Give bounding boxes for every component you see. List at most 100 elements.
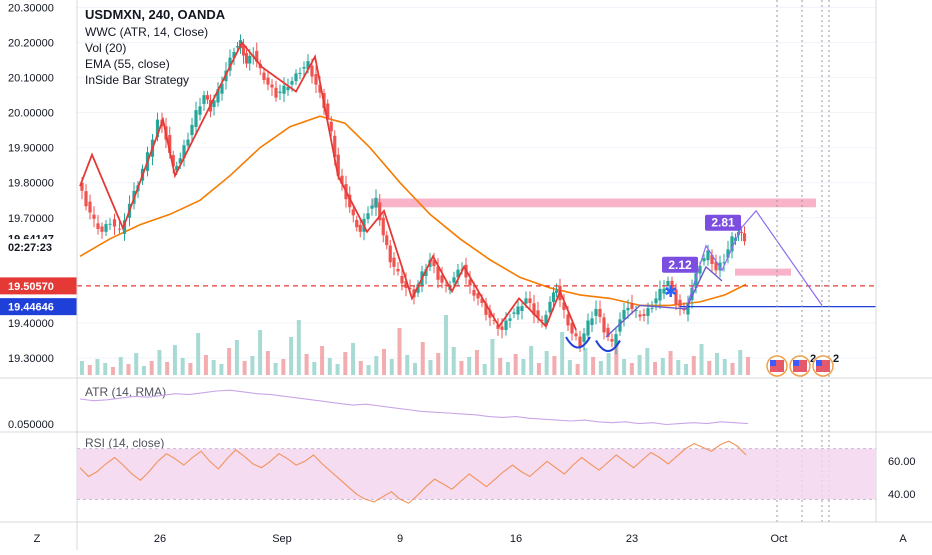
candle-body[interactable]	[540, 319, 544, 321]
candle-body[interactable]	[171, 155, 175, 167]
candle-body[interactable]	[598, 308, 602, 317]
candle-body[interactable]	[528, 298, 532, 303]
candle-body[interactable]	[392, 257, 396, 267]
candle-body[interactable]	[232, 52, 236, 58]
candle-body[interactable]	[314, 74, 318, 85]
candle-body[interactable]	[650, 307, 654, 309]
candle-body[interactable]	[385, 235, 389, 246]
candle-body[interactable]	[570, 322, 574, 334]
candle-body[interactable]	[524, 298, 528, 304]
candle-body[interactable]	[178, 158, 182, 164]
legend-line-vol[interactable]: Vol (20)	[85, 41, 126, 55]
candle-body[interactable]	[408, 287, 412, 289]
candle-body[interactable]	[378, 202, 382, 221]
candle-body[interactable]	[710, 254, 714, 265]
candle-body[interactable]	[168, 135, 172, 153]
candle-body[interactable]	[274, 87, 278, 98]
candle-body[interactable]	[554, 290, 559, 293]
candle-body[interactable]	[714, 261, 718, 271]
candle-body[interactable]	[566, 314, 570, 326]
candle-body[interactable]	[590, 318, 594, 326]
candle-body[interactable]	[282, 85, 286, 94]
candle-body[interactable]	[190, 124, 194, 136]
candle-body[interactable]	[326, 103, 330, 120]
time-axis[interactable]: Z 26 Sep 9 16 23 Oct A	[34, 533, 908, 545]
candle-body[interactable]	[333, 135, 337, 158]
candle-body[interactable]	[262, 72, 266, 81]
candle-body[interactable]	[400, 275, 404, 284]
candle-body[interactable]	[358, 224, 362, 232]
rsi-pane-label[interactable]: RSI (14, close)	[85, 436, 164, 450]
candle-body[interactable]	[248, 55, 252, 64]
candle-body[interactable]	[374, 197, 378, 208]
candle-body[interactable]	[416, 284, 420, 293]
candle-body[interactable]	[476, 293, 480, 299]
candle-body[interactable]	[508, 318, 512, 321]
candle-body[interactable]	[205, 95, 210, 100]
candle-body[interactable]	[504, 320, 508, 330]
candle-body[interactable]	[730, 236, 734, 252]
candle-body[interactable]	[642, 314, 646, 316]
candle-body[interactable]	[606, 327, 610, 337]
candle-body[interactable]	[355, 219, 359, 228]
candle-body[interactable]	[516, 306, 520, 315]
candle-body[interactable]	[104, 224, 108, 232]
candle-body[interactable]	[722, 262, 726, 264]
candle-body[interactable]	[602, 317, 606, 333]
candle-body[interactable]	[336, 154, 340, 176]
candle-body[interactable]	[318, 84, 322, 93]
candle-body[interactable]	[278, 91, 282, 94]
candle-body[interactable]	[452, 277, 456, 283]
candle-body[interactable]	[726, 249, 730, 258]
candle-body[interactable]	[492, 319, 496, 321]
candle-body[interactable]	[235, 46, 240, 48]
candle-body[interactable]	[578, 336, 582, 347]
candle-body[interactable]	[520, 306, 524, 312]
candle-body[interactable]	[551, 292, 556, 302]
candle-body[interactable]	[646, 308, 650, 316]
candle-body[interactable]	[298, 73, 302, 75]
candle-body[interactable]	[404, 280, 408, 288]
candle-body[interactable]	[662, 288, 666, 294]
candle-body[interactable]	[468, 279, 472, 286]
candle-body[interactable]	[562, 302, 566, 310]
candle-body[interactable]	[666, 280, 670, 287]
candle-body[interactable]	[290, 81, 294, 85]
candle-body[interactable]	[381, 217, 385, 236]
candle-body[interactable]	[496, 325, 500, 329]
candle-body[interactable]	[682, 309, 686, 311]
candle-body[interactable]	[436, 266, 440, 280]
candle-body[interactable]	[488, 310, 492, 318]
candle-body[interactable]	[594, 308, 598, 316]
candle-body[interactable]	[432, 259, 436, 267]
candle-body[interactable]	[674, 289, 678, 305]
candle-body[interactable]	[532, 303, 536, 315]
candle-body[interactable]	[574, 333, 578, 337]
candle-body[interactable]	[500, 326, 504, 330]
candle-body[interactable]	[424, 269, 428, 276]
candle-body[interactable]	[88, 201, 92, 213]
candle-body[interactable]	[122, 220, 127, 234]
candle-body[interactable]	[175, 165, 179, 171]
candle-body[interactable]	[306, 61, 310, 70]
candle-body[interactable]	[484, 303, 488, 315]
candle-body[interactable]	[370, 205, 374, 209]
legend-line-ema[interactable]: EMA (55, close)	[85, 57, 170, 71]
candle-body[interactable]	[626, 307, 630, 311]
candle-body[interactable]	[92, 214, 96, 219]
candle-body[interactable]	[366, 213, 370, 220]
candle-body[interactable]	[286, 87, 290, 91]
candle-body[interactable]	[212, 100, 216, 108]
legend-line-wwc[interactable]: WWC (ATR, 14, Close)	[85, 25, 208, 39]
candle-body[interactable]	[512, 312, 516, 314]
candle-body[interactable]	[241, 44, 246, 56]
candle-body[interactable]	[117, 228, 122, 230]
candle-body[interactable]	[266, 77, 270, 85]
candle-body[interactable]	[742, 233, 747, 242]
candle-body[interactable]	[294, 73, 298, 82]
candle-body[interactable]	[388, 245, 392, 263]
candle-body[interactable]	[270, 84, 274, 88]
candle-body[interactable]	[480, 298, 484, 303]
